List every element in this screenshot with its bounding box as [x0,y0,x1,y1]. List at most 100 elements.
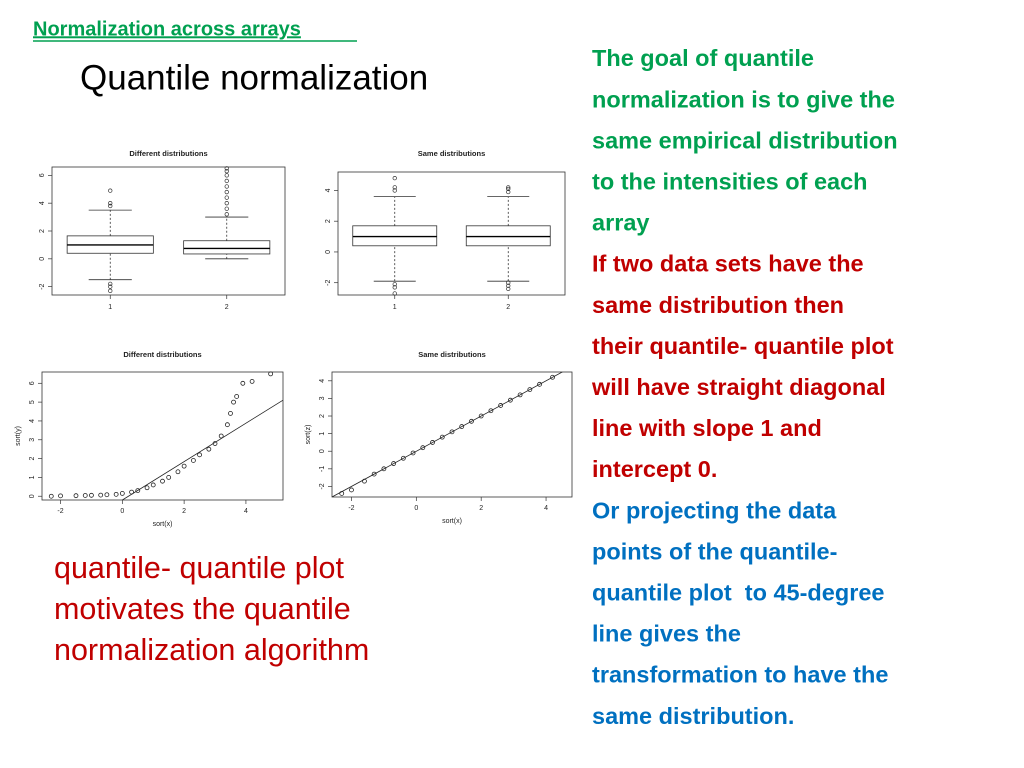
outlier [506,286,511,292]
point [166,475,172,480]
outlier [224,173,229,178]
reference-line [121,399,283,500]
x-tick-label: 1 [108,304,112,311]
point [119,491,125,496]
outlier [224,169,229,174]
point [550,374,555,380]
body-text-line: same distribution then [592,292,844,318]
point [478,413,484,419]
y-tick-label: 4 [39,201,46,205]
point [449,429,455,435]
x-tick-label: -2 [57,508,63,515]
slide-title: Quantile normalization [80,58,428,97]
caption-line: quantile- quantile plot [54,551,344,585]
body-text-line: same empirical distribution [592,127,898,153]
outlier [506,186,511,192]
point [498,403,504,408]
outlier [392,285,397,290]
y-tick-label: 5 [29,400,36,404]
outlier [506,283,511,288]
point [224,422,230,428]
plot-title: Different distributions [123,350,201,359]
point [144,485,150,491]
y-tick-label: -2 [325,279,332,285]
outlier [108,288,113,293]
outlier [108,281,113,287]
point [410,450,416,456]
y-tick-label: 0 [29,494,36,498]
outlier [108,188,113,193]
point [439,434,445,440]
point [537,381,542,387]
outlier [224,178,229,184]
body-text-line: The goal of quantile [592,45,814,71]
outlier [392,185,397,190]
point [430,440,435,445]
point [507,397,513,403]
body-text-line: array [592,210,650,236]
body-text-line: same distribution. [592,703,794,729]
plot-title: Same distributions [418,149,486,158]
body-text-line: transformation to have the [592,662,888,688]
outlier [224,212,229,217]
y-tick-label: 2 [29,457,36,461]
point [181,463,187,469]
point [488,408,494,414]
plot-title: Different distributions [129,149,207,158]
outlier [392,291,397,296]
y-tick-label: 6 [39,173,46,177]
outlier [392,175,397,181]
caption-line: motivates the quantile [54,592,351,626]
y-tick-label: 4 [325,188,332,192]
body-text-line: intercept 0. [592,456,717,482]
x-tick-label: 4 [244,508,248,515]
body-text-line: will have straight diagonal [591,374,886,400]
point [160,478,165,484]
point [212,441,218,446]
y-tick-label: -2 [319,483,326,489]
outlier [224,166,229,171]
outlier [506,185,511,190]
x-tick-label: 2 [506,304,510,311]
y-tick-label: 1 [29,475,36,479]
x-tick-label: -2 [348,505,354,512]
point [391,461,397,466]
point [517,392,523,398]
point [104,492,110,498]
point [231,399,236,405]
point [58,493,63,499]
point [135,488,141,493]
point [400,455,406,461]
outlier [392,282,397,287]
point [197,452,202,458]
outlier [506,280,511,285]
point [98,492,104,498]
body-text-line: normalization is to give the [592,86,895,112]
outlier [224,195,229,200]
x-tick-label: 0 [414,505,418,512]
point [48,493,54,499]
y-tick-label: 0 [319,449,326,453]
point [420,445,426,451]
point [469,418,474,424]
y-axis-label: sort(z) [305,425,312,445]
point [190,458,196,463]
y-tick-label: 3 [319,396,326,400]
x-axis-label: sort(x) [153,521,173,528]
point [527,387,533,393]
body-text-line: points of the quantile- [592,538,837,564]
y-tick-label: 2 [325,219,332,223]
box [465,225,551,247]
point [206,446,212,452]
y-tick-label: 3 [29,438,36,442]
point [381,466,387,472]
y-tick-label: 2 [39,229,46,233]
point [150,482,156,488]
section-title: Normalization across arrays [33,18,301,40]
point [459,424,465,429]
point [349,487,354,493]
outlier [224,184,229,189]
plot-frame [331,371,573,498]
